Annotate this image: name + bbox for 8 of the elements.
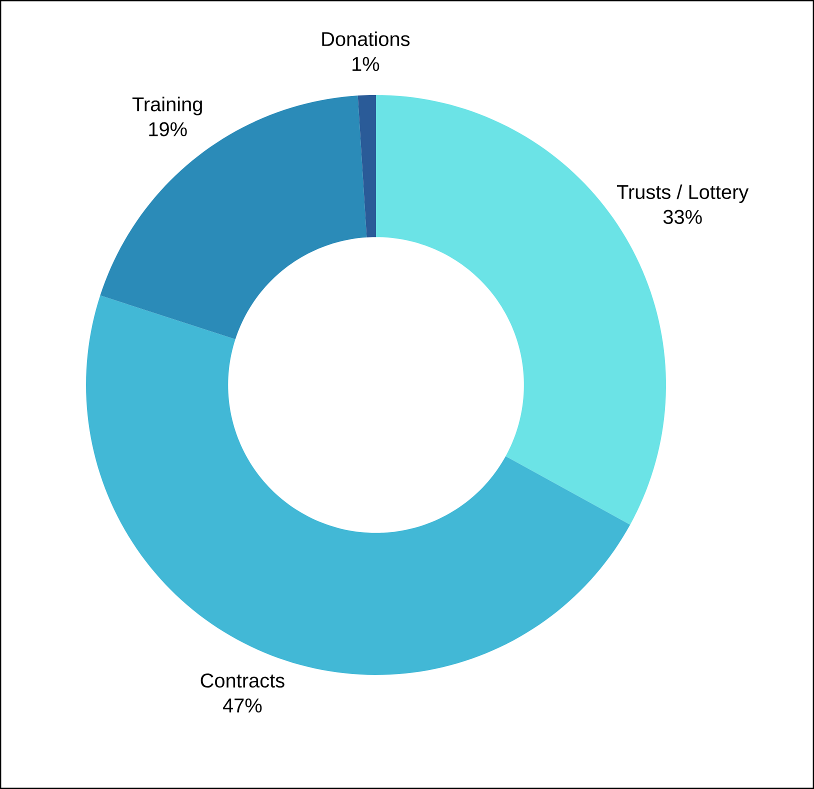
slice-label: Contracts xyxy=(200,674,284,688)
data-label: 47% xyxy=(222,698,262,712)
data-label: 1% xyxy=(352,57,380,71)
slice-label: Training xyxy=(132,96,202,116)
slice-label: Trusts / Lottery xyxy=(616,184,749,204)
data-label: 33% xyxy=(663,210,702,224)
data-label: 19% xyxy=(149,122,187,136)
slice-label: Donations xyxy=(322,31,410,46)
